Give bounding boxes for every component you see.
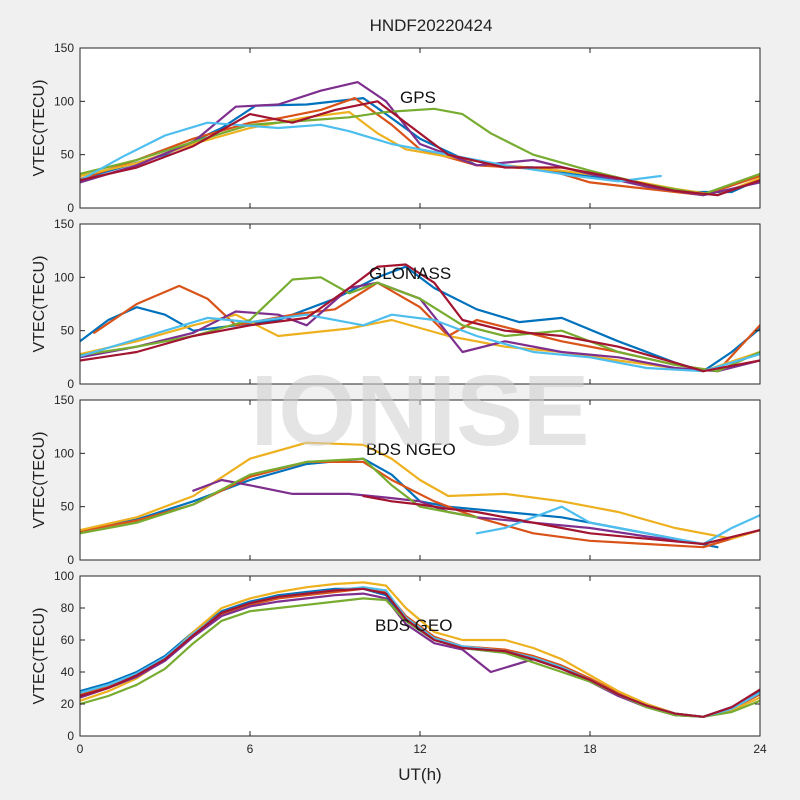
series-group	[80, 263, 760, 373]
x-tick-label: 0	[77, 742, 84, 756]
series-line-5	[80, 597, 760, 718]
y-tick-label: 50	[61, 500, 75, 514]
x-axis-label: UT(h)	[398, 765, 441, 784]
series-line-4	[192, 478, 705, 546]
y-tick-label: 60	[61, 633, 75, 647]
series-line-3	[80, 581, 760, 718]
y-tick-label: 0	[67, 729, 74, 743]
series-group	[80, 80, 760, 197]
y-tick-label: 0	[67, 201, 74, 215]
series-line-5	[80, 276, 760, 373]
x-tick-label: 6	[247, 742, 254, 756]
panel-1: 0 50 100 150 VTEC(TECU) GPS	[31, 41, 761, 215]
y-tick-label: 100	[54, 94, 74, 108]
series-line-7	[80, 100, 760, 197]
series-line-7	[80, 587, 760, 718]
y-tick-label: 20	[61, 697, 75, 711]
panel-annotation: BDS GEO	[375, 616, 452, 635]
panel-annotation: GLONASS	[369, 264, 451, 283]
series-group	[80, 441, 760, 549]
x-tick-label: 12	[413, 742, 427, 756]
series-line-6	[80, 121, 662, 183]
panel-2: 0 50 100 150 VTEC(TECU) GLONASS	[31, 217, 761, 391]
series-line-7	[362, 494, 760, 546]
y-axis-label: VTEC(TECU)	[31, 432, 48, 529]
y-tick-label: 150	[54, 41, 74, 55]
y-tick-label: 150	[54, 217, 74, 231]
panel-4: 0 20 40 60 80 100 0 6 12 18 24 VTEC(TECU) BDS GEO	[31, 569, 767, 756]
series-line-2	[80, 96, 760, 197]
series-line-6	[80, 313, 760, 373]
y-tick-label: 50	[61, 324, 75, 338]
y-tick-label: 100	[54, 270, 74, 284]
y-tick-label: 50	[61, 148, 75, 162]
series-line-4	[80, 80, 760, 197]
x-tick-label: 24	[753, 742, 767, 756]
watermark: IONISE	[251, 355, 590, 467]
y-axis-label: VTEC(TECU)	[31, 80, 48, 177]
y-axis-label: VTEC(TECU)	[31, 608, 48, 705]
y-axis-label: VTEC(TECU)	[31, 256, 48, 353]
x-tick-label: 18	[583, 742, 597, 756]
panel-3: 0 50 100 150 VTEC(TECU) BDS NGEO	[31, 393, 761, 567]
figure-title: HNDF20220424	[370, 16, 493, 35]
y-tick-label: 100	[54, 446, 74, 460]
series-line-7	[80, 263, 760, 373]
panel-annotation: GPS	[400, 88, 436, 107]
y-tick-label: 150	[54, 393, 74, 407]
series-line-5	[80, 457, 478, 535]
y-tick-label: 100	[54, 569, 74, 583]
plot-area	[80, 48, 760, 208]
panel-annotation: BDS NGEO	[366, 440, 456, 459]
y-tick-label: 0	[67, 553, 74, 567]
plot-area	[80, 576, 760, 736]
y-tick-label: 40	[61, 665, 75, 679]
series-group	[80, 581, 760, 718]
panels: 0 50 100 150 VTEC(TECU) GPS 0 50 100 150 VTEC(TECU…	[31, 41, 767, 756]
y-tick-label: 80	[61, 601, 75, 615]
y-tick-label: 0	[67, 377, 74, 391]
